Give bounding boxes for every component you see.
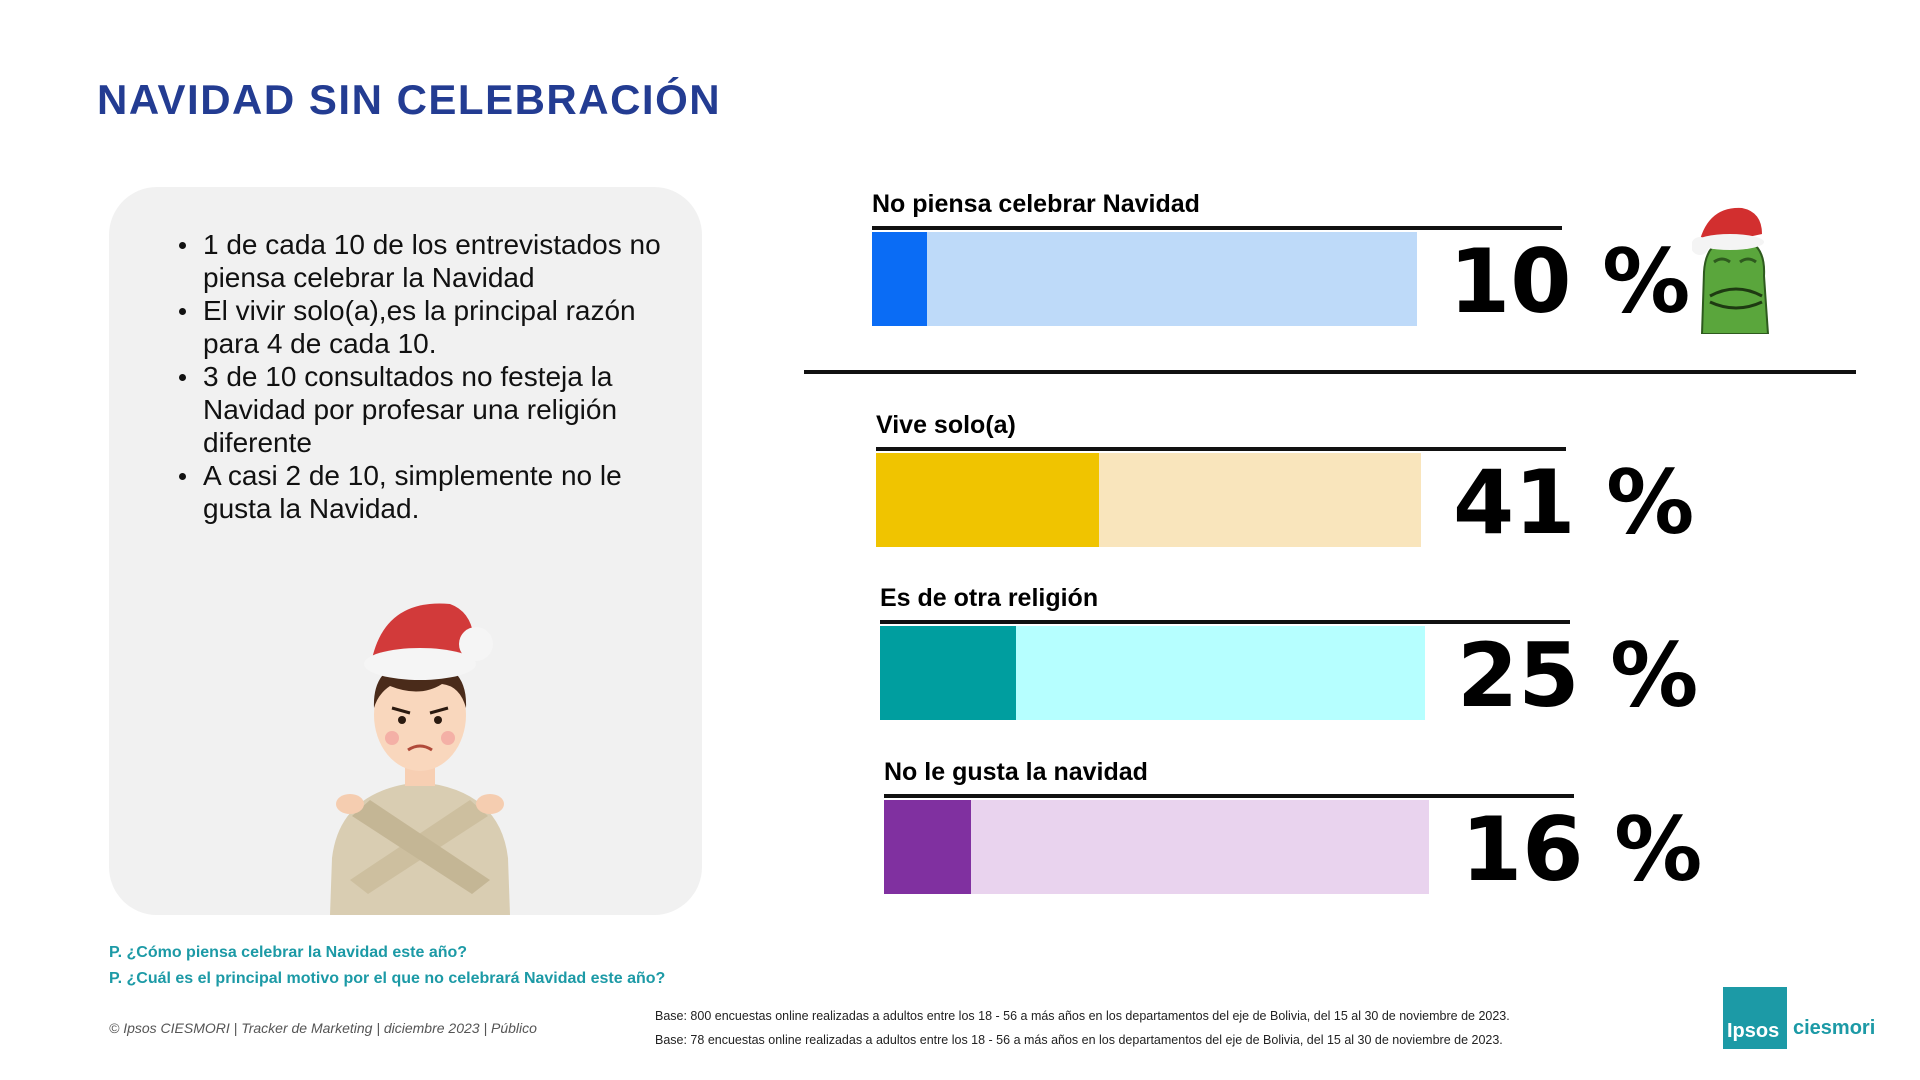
- bar-value-label: 41 %: [1453, 451, 1695, 554]
- bar-fill: [880, 626, 1017, 720]
- bar-value-label: 25 %: [1457, 624, 1699, 727]
- bullet-item: 1 de cada 10 de los entrevistados no pie…: [179, 228, 683, 294]
- bar-track: [876, 453, 1421, 547]
- bar-rule: [880, 620, 1570, 624]
- bar-value-label: 16 %: [1461, 798, 1703, 901]
- grinch-santa-hat-icon: [1692, 207, 1770, 334]
- summary-bullets: 1 de cada 10 de los entrevistados no pie…: [179, 228, 683, 525]
- base-note: Base: 78 encuestas online realizadas a a…: [655, 1033, 1503, 1047]
- page-title: NAVIDAD SIN CELEBRACIÓN: [97, 76, 722, 123]
- bar-fill: [872, 232, 927, 326]
- survey-question: P. ¿Cómo piensa celebrar la Navidad este…: [109, 944, 468, 961]
- bar-label: Vive solo(a): [876, 411, 1016, 439]
- bullet-item: El vivir solo(a),es la principal razón p…: [179, 294, 683, 360]
- bullet-item: A casi 2 de 10, simplemente no le gusta …: [179, 459, 683, 525]
- bar-label: No le gusta la navidad: [884, 758, 1148, 786]
- bar-fill: [876, 453, 1100, 547]
- ipsos-logo-text: Ipsos: [1727, 1020, 1780, 1042]
- bar-track: [872, 232, 1417, 326]
- bar-value-label: 10 %: [1449, 230, 1691, 333]
- bullet-item: 3 de 10 consultados no festeja la Navida…: [179, 360, 683, 459]
- section-divider: [804, 370, 1856, 374]
- bar-label: Es de otra religión: [880, 584, 1099, 612]
- bar-track: [880, 626, 1425, 720]
- bar-rule: [884, 794, 1574, 798]
- survey-question: P. ¿Cuál es el principal motivo por el q…: [109, 970, 666, 987]
- bar-rule: [872, 226, 1562, 230]
- ipsos-logo: Ipsos: [1723, 987, 1787, 1049]
- base-note: Base: 800 encuestas online realizadas a …: [655, 1009, 1510, 1023]
- bar-track: [884, 800, 1429, 894]
- copyright-text: © Ipsos CIESMORI | Tracker de Marketing …: [109, 1020, 537, 1036]
- bar-rule: [876, 447, 1566, 451]
- ciesmori-logo-text: ciesmori: [1793, 1017, 1876, 1039]
- person-crossed-arms-santa-hat-icon: [330, 603, 510, 915]
- bar-label: No piensa celebrar Navidad: [872, 190, 1200, 218]
- bar-fill: [884, 800, 972, 894]
